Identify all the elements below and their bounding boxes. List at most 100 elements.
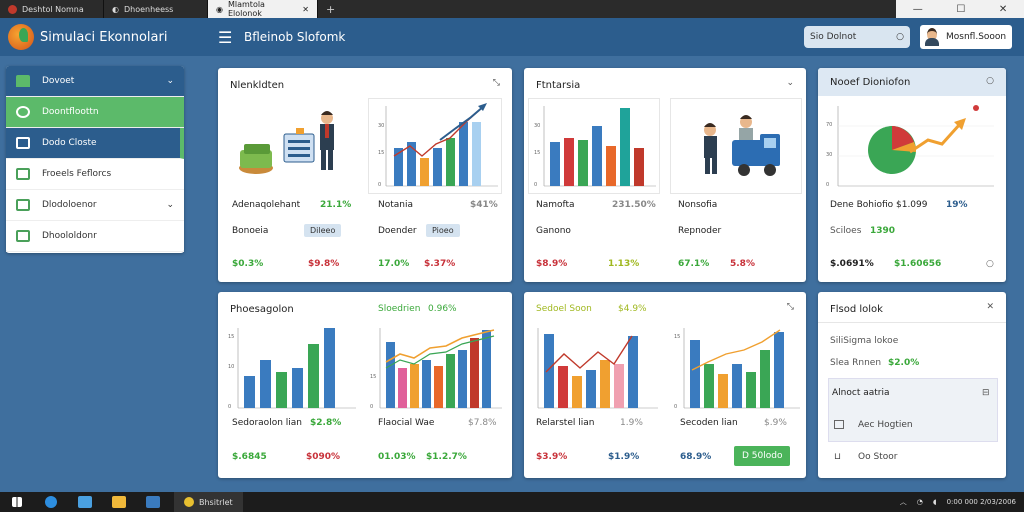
footer-value: $8.9%: [536, 259, 568, 269]
menu-icon[interactable]: ☰: [218, 27, 233, 47]
grid-icon: [16, 137, 30, 149]
sidebar-item-dlodoloenor[interactable]: Dlodoloenor ⌄: [6, 190, 184, 221]
metric-value: 1390: [870, 226, 896, 236]
sidebar-item-label: Dlodoloenor: [42, 200, 97, 210]
search-input[interactable]: Sio Dolnot ○: [804, 26, 910, 48]
app-header: Simulaci Ekonnolari ☰ Bfleinob Slofomk S…: [0, 18, 1024, 56]
sidebar-item-dovoet[interactable]: Dovoet ⌄: [6, 66, 184, 97]
browser-tab-2[interactable]: ◐ Dhoenheess: [104, 0, 208, 18]
page-title: Bfleinob Slofomk: [244, 30, 346, 44]
download-button[interactable]: D 50lodo: [734, 446, 791, 466]
taskbar-app-label: Bhsitrlet: [199, 497, 233, 507]
svg-text:15: 15: [370, 374, 376, 380]
svg-text:10: 10: [228, 364, 234, 370]
clock[interactable]: 0:00 000 2/03/2006: [946, 498, 1016, 506]
maximize-button[interactable]: ☐: [956, 3, 966, 15]
sidebar-item-doontfloottn[interactable]: Doontfloottn: [6, 97, 184, 128]
footer-value: 68.9%: [680, 452, 712, 462]
store-icon[interactable]: [68, 492, 102, 512]
network-icon[interactable]: ◔: [916, 498, 923, 506]
metric-value: $2.8%: [310, 418, 342, 428]
metric-label: Sciloes: [830, 226, 862, 236]
edge-icon[interactable]: [34, 492, 68, 512]
card-title: Sedoel Soon: [536, 304, 592, 314]
metric-label: Secoden lian: [680, 418, 738, 428]
chevron-up-icon[interactable]: ︿: [899, 498, 907, 506]
svg-text:15: 15: [228, 334, 234, 340]
metric-label: Slea Rnnen: [830, 358, 882, 368]
circle-icon: [16, 106, 30, 118]
metric-label: Sedoraolon lian: [232, 418, 302, 428]
collapse-icon[interactable]: ⊟: [982, 388, 990, 398]
app-logo-icon: [8, 24, 34, 50]
user-menu[interactable]: Mosnfl.Sooon: [920, 25, 1012, 49]
bar-line-chart: 15 0: [370, 328, 502, 410]
volume-icon[interactable]: ◖: [932, 498, 937, 506]
sidebar-item-dhoololdonr[interactable]: Dhoololdonr: [6, 221, 184, 252]
search-placeholder: Sio Dolnot: [810, 32, 857, 42]
expand-icon[interactable]: ⤡: [786, 302, 794, 312]
card-header: [818, 68, 1006, 96]
search-icon[interactable]: ○: [896, 32, 904, 42]
windows-icon[interactable]: [0, 492, 34, 512]
footer-value: $090%: [306, 452, 341, 462]
bar-chart: 15 10 0: [228, 328, 356, 410]
chrome-icon: [184, 497, 194, 507]
close-tab-icon[interactable]: ✕: [302, 4, 309, 14]
panel-item[interactable]: Aec Hogtien: [858, 420, 913, 430]
sidebar-item-dodo-closte[interactable]: Dodo Closte: [6, 128, 184, 159]
metric-label: Ganono: [536, 226, 571, 236]
browser-tab-1[interactable]: Deshtol Nomna: [0, 0, 104, 18]
close-window-button[interactable]: ✕: [998, 3, 1008, 15]
bar-line-chart: 30 15 0: [378, 103, 498, 188]
metric-value: 21.1%: [320, 200, 352, 210]
browser-tab-3[interactable]: ◉ Mlamtola Elolonok ✕: [208, 0, 318, 18]
footer-value: $9.8%: [308, 259, 340, 269]
minimize-button[interactable]: —: [912, 3, 923, 15]
card-title: Phoesagolon: [230, 304, 294, 315]
taskbar-app-chrome[interactable]: Bhsitrlet: [174, 492, 243, 512]
expand-icon[interactable]: ⤡: [492, 78, 500, 88]
svg-text:30: 30: [826, 152, 832, 158]
brand[interactable]: Simulaci Ekonnolari: [0, 24, 190, 50]
mail-icon[interactable]: [136, 492, 170, 512]
sidebar-item-froeels[interactable]: Froeels Feflorcs: [6, 159, 184, 190]
svg-text:30: 30: [378, 123, 384, 129]
svg-text:15: 15: [378, 150, 384, 156]
panel-item[interactable]: Oo Stoor: [858, 452, 898, 462]
metric-value: $7.8%: [468, 418, 497, 428]
svg-text:15: 15: [534, 150, 540, 156]
card-ftntarsia: Ftntarsia ⌄ 30 15 0 Namofta 231.50% Ganono…: [524, 68, 806, 282]
businessman-money-illustration: [239, 111, 334, 174]
sidebar: Dovoet ⌄ Doontfloottn Dodo Closte Froeels…: [6, 66, 184, 253]
tab-favicon-icon: [8, 4, 17, 14]
close-icon[interactable]: ✕: [986, 302, 994, 312]
svg-text:0: 0: [674, 404, 677, 410]
folder-icon[interactable]: [102, 492, 136, 512]
metric-value: $2.0%: [888, 358, 920, 368]
sidebar-item-label: Dodo Closte: [42, 138, 97, 148]
bar-line-chart: 15 0: [674, 328, 800, 410]
footer-value: $.6845: [232, 452, 267, 462]
tab-globe-icon: ◐: [112, 4, 119, 14]
sidebar-item-label: Dhoololdonr: [42, 231, 97, 241]
chevron-down-icon: ⌄: [166, 76, 174, 86]
new-tab-button[interactable]: +: [326, 2, 336, 16]
metric-value: $.9%: [764, 418, 787, 428]
user-avatar: [924, 28, 940, 46]
footer-value: $1.2.7%: [426, 452, 467, 462]
os-taskbar: Bhsitrlet ︿ ◔ ◖ 0:00 000 2/03/2006: [0, 492, 1024, 512]
card-title-value: $4.9%: [618, 304, 647, 314]
chevron-down-icon[interactable]: ⌄: [786, 78, 794, 88]
bar-line-chart: [537, 328, 658, 409]
metric-label: Doender: [378, 226, 417, 236]
system-tray: ︿ ◔ ◖ 0:00 000 2/03/2006: [900, 497, 1024, 507]
footer-value: $.37%: [424, 259, 456, 269]
card-title: Nlenkldten: [230, 80, 285, 91]
info-icon[interactable]: ○: [986, 76, 994, 86]
metric-label: Nonsofia: [678, 200, 718, 210]
metric-label: Dene Bohiofio $1.099: [830, 200, 928, 210]
metric-value: $41%: [470, 200, 498, 210]
info-icon[interactable]: ○: [986, 259, 994, 269]
svg-text:0: 0: [370, 404, 373, 410]
